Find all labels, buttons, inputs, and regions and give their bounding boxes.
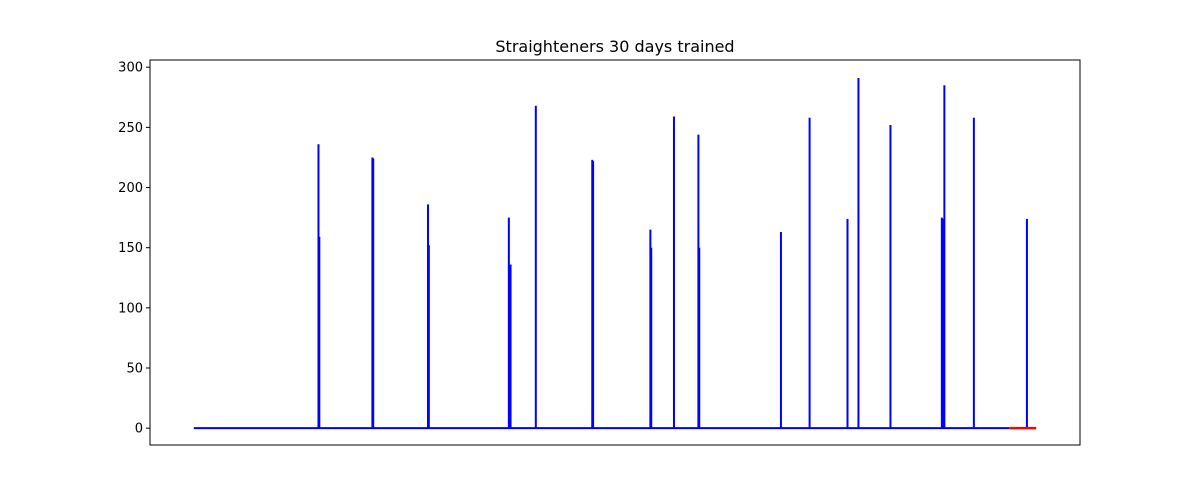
- axes: 0 50 100 150 200 250 300: [118, 59, 1081, 446]
- y-tick-label: 300: [118, 61, 143, 76]
- y-tick-label: 100: [118, 301, 143, 316]
- axes-frame: [149, 59, 1081, 446]
- y-tick-label: 250: [118, 121, 143, 136]
- y-tick-label: 0: [135, 422, 143, 437]
- y-tick-label: 200: [118, 181, 143, 196]
- chart-title: Straighteners 30 days trained: [495, 37, 734, 56]
- y-tick-label: 50: [126, 362, 143, 377]
- y-tick-label: 150: [118, 241, 143, 256]
- plot-area: [193, 78, 1037, 430]
